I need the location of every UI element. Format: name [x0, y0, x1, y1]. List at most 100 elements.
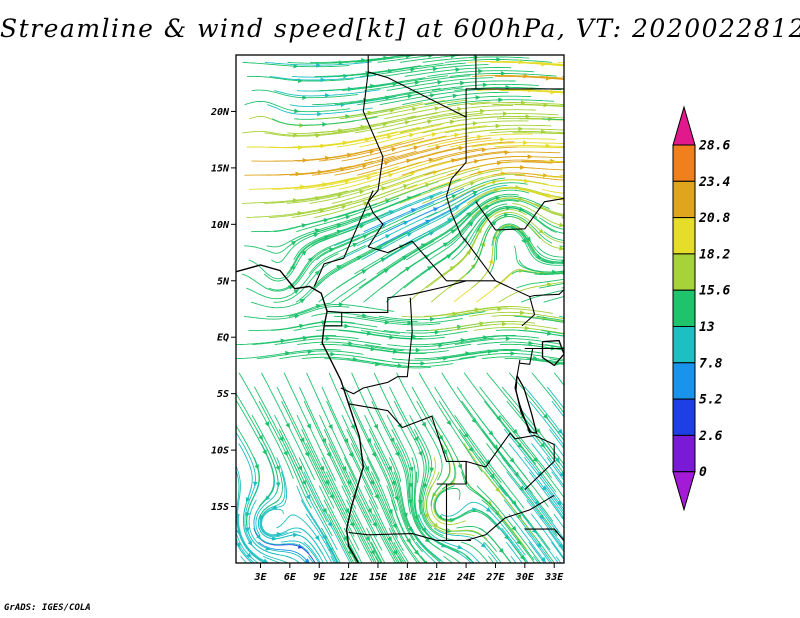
- streamline-arrowhead: [474, 307, 480, 313]
- streamline-arrowhead: [366, 437, 372, 444]
- streamline: [514, 174, 564, 181]
- streamline-arrowhead: [344, 323, 350, 329]
- streamline-arrowhead: [535, 254, 542, 260]
- streamline-arrowhead: [236, 514, 240, 520]
- streamline: [330, 555, 335, 563]
- streamline-arrowhead: [428, 55, 434, 59]
- streamline-arrowhead: [413, 436, 419, 442]
- streamline-arrowhead: [362, 313, 368, 318]
- streamline-arrowhead: [336, 229, 343, 235]
- streamline-arrowhead: [484, 204, 490, 210]
- streamline-arrowhead: [446, 254, 452, 259]
- streamline-arrowhead: [428, 231, 435, 236]
- streamline-arrowhead: [451, 194, 457, 199]
- streamline-arrowhead: [487, 349, 493, 354]
- streamline: [363, 485, 405, 563]
- streamline-arrowhead: [319, 208, 325, 213]
- streamline: [563, 329, 564, 331]
- streamline-arrowhead: [485, 507, 492, 513]
- streamline: [524, 386, 564, 438]
- streamline-arrowhead: [486, 500, 493, 506]
- streamline-arrowhead: [377, 246, 383, 251]
- streamline: [550, 541, 564, 561]
- streamline-arrowhead: [480, 542, 487, 548]
- streamline-arrowhead: [450, 55, 456, 59]
- border-line: [341, 280, 467, 313]
- streamline-arrowhead: [343, 438, 349, 444]
- border-line: [475, 197, 564, 231]
- border-line: [521, 296, 536, 327]
- streamline-arrowhead: [369, 149, 375, 155]
- streamline-arrowhead: [568, 145, 573, 150]
- streamline-arrowhead: [283, 450, 288, 457]
- streamline-arrowhead: [359, 224, 365, 229]
- streamline: [504, 358, 564, 365]
- colorbar-swatch: [672, 217, 696, 255]
- streamline: [535, 61, 564, 66]
- border-line: [465, 494, 555, 541]
- streamline-arrowhead: [468, 221, 474, 227]
- streamline-arrowhead: [520, 554, 526, 561]
- streamline-arrowhead: [414, 80, 421, 85]
- streamline: [236, 530, 259, 563]
- streamline-arrowhead: [403, 512, 408, 519]
- streamline: [489, 131, 564, 134]
- streamline: [481, 499, 536, 563]
- streamline: [508, 513, 547, 563]
- lon-tick-label: 12E: [340, 572, 359, 583]
- streamline-arrowhead: [271, 536, 277, 541]
- streamline-arrowhead: [450, 229, 456, 234]
- streamline: [559, 104, 564, 106]
- streamline-arrowhead: [293, 289, 300, 295]
- streamline: [443, 555, 453, 563]
- streamline: [368, 499, 403, 563]
- streamline: [370, 541, 383, 563]
- streamline-arrowhead: [391, 480, 396, 486]
- streamline-arrowhead: [569, 335, 574, 340]
- streamline: [541, 259, 564, 264]
- streamline: [341, 485, 382, 563]
- streamline: [498, 225, 564, 264]
- streamline-arrowhead: [495, 487, 501, 493]
- streamline-arrowhead: [322, 507, 327, 514]
- streamline: [536, 315, 564, 321]
- streamline-arrowhead: [573, 349, 578, 354]
- streamline: [518, 329, 564, 337]
- streamline-arrowhead: [568, 77, 573, 82]
- streamline: [296, 485, 340, 563]
- border-line: [436, 461, 467, 485]
- streamline-arrowhead: [475, 95, 481, 100]
- colorbar-label: 18.2: [699, 247, 730, 262]
- streamline-arrowhead: [365, 535, 370, 542]
- streamline: [537, 104, 564, 107]
- streamline: [555, 555, 562, 563]
- streamline-arrowhead: [435, 145, 442, 150]
- streamline-arrowhead: [420, 243, 427, 248]
- streamline-arrowhead: [362, 163, 368, 169]
- streamline-arrowhead: [524, 325, 530, 331]
- streamline: [511, 270, 564, 275]
- streamline-arrowhead: [348, 341, 354, 346]
- streamline-arrowhead: [252, 481, 258, 487]
- lat-tick-label: 5S: [217, 389, 229, 400]
- border-line: [524, 528, 564, 541]
- streamline-arrowhead: [404, 120, 411, 125]
- streamline: [546, 386, 564, 410]
- streamline-arrowhead: [391, 147, 397, 152]
- colorbar-label: 0: [699, 465, 707, 480]
- streamline-arrowhead: [521, 100, 526, 105]
- streamline: [537, 174, 564, 179]
- streamline-arrowhead: [463, 432, 469, 439]
- streamline-arrowhead: [349, 521, 355, 528]
- streamline-arrowhead: [366, 331, 373, 336]
- border-line: [368, 240, 496, 282]
- streamline-arrowhead: [410, 208, 417, 213]
- streamline-arrowhead: [347, 86, 353, 92]
- coastline: [236, 264, 365, 563]
- streamline-arrowhead: [370, 549, 375, 556]
- streamline-arrowhead: [406, 538, 411, 544]
- streamline-arrowhead: [442, 356, 449, 361]
- streamline-arrowhead: [337, 193, 343, 198]
- streamline-arrowhead: [313, 232, 319, 238]
- streamline-arrowhead: [364, 137, 371, 142]
